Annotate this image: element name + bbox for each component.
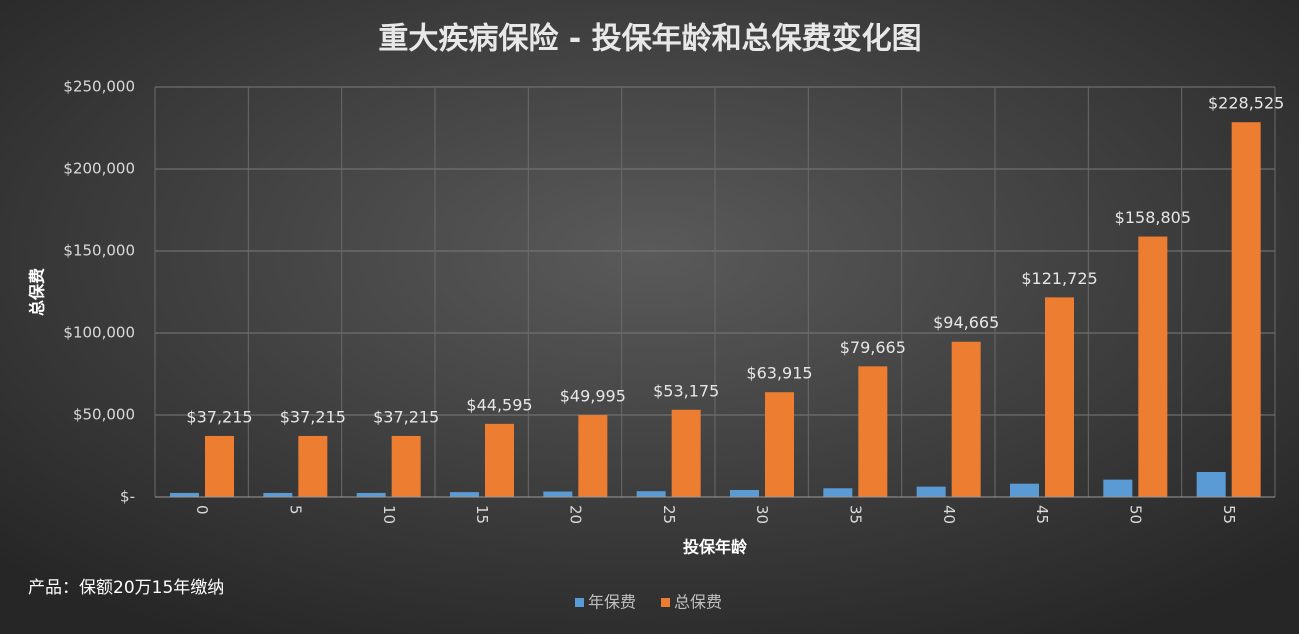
bar	[170, 492, 199, 497]
x-tick-label: 55	[1220, 505, 1238, 524]
bar	[1231, 122, 1261, 498]
x-tick-label: 35	[847, 505, 865, 524]
legend-swatch	[575, 598, 584, 607]
chart-title: 重大疾病保险 - 投保年龄和总保费变化图	[378, 22, 921, 57]
x-tick-label: 5	[287, 505, 305, 515]
y-axis-label: 总保费	[28, 268, 47, 316]
bar	[391, 435, 421, 497]
value-label: $228,525	[1208, 94, 1284, 113]
value-label: $121,725	[1021, 269, 1097, 288]
x-axis-label: 投保年龄	[683, 538, 748, 557]
bar	[765, 392, 794, 497]
value-label: $49,995	[560, 387, 626, 406]
value-label: $158,805	[1115, 208, 1191, 227]
bar	[450, 492, 479, 497]
bar	[1138, 236, 1168, 497]
x-tick-label: 30	[753, 505, 771, 524]
legend-label: 总保费	[674, 593, 722, 612]
bar	[485, 423, 514, 497]
x-tick-label: 50	[1127, 505, 1145, 524]
y-tick-label: $150,000	[63, 242, 135, 260]
x-tick-label: 10	[380, 505, 398, 524]
bar	[858, 366, 888, 497]
y-tick-label: $200,000	[63, 160, 135, 178]
bar	[730, 490, 759, 497]
y-tick-label: $50,000	[73, 406, 135, 424]
legend-label: 年保费	[588, 593, 636, 612]
value-label: $37,215	[186, 407, 252, 426]
value-label: $63,915	[746, 364, 812, 383]
value-label: $79,665	[840, 338, 906, 357]
value-label: $44,595	[466, 395, 532, 414]
bar	[578, 415, 608, 497]
x-tick-label: 45	[1033, 505, 1051, 524]
x-tick-label: 40	[940, 505, 958, 524]
y-tick-label: $250,000	[63, 78, 135, 96]
bar	[1103, 479, 1133, 497]
bar	[1045, 297, 1074, 497]
bar	[356, 492, 386, 497]
y-tick-label: $100,000	[63, 324, 135, 342]
x-tick-label: 15	[473, 505, 491, 524]
x-tick-label: 25	[660, 505, 678, 524]
bar	[263, 492, 293, 497]
y-tick-label: $-	[120, 488, 135, 506]
note: 产品：保额20万15年缴纳	[28, 578, 224, 598]
bar	[951, 341, 981, 497]
bar	[298, 435, 328, 497]
value-label: $94,665	[933, 313, 999, 332]
value-label: $37,215	[280, 407, 346, 426]
legend-swatch	[661, 598, 671, 607]
value-label: $37,215	[373, 407, 439, 426]
x-tick-label: 0	[193, 505, 211, 515]
bar	[916, 486, 946, 497]
x-tick-label: 20	[567, 505, 585, 524]
bar	[543, 491, 573, 497]
bar	[671, 409, 701, 497]
bar	[1010, 483, 1039, 497]
bar	[636, 491, 666, 497]
bar	[205, 435, 234, 497]
value-label: $53,175	[653, 381, 719, 400]
bar	[823, 488, 853, 497]
bar	[1196, 472, 1226, 497]
